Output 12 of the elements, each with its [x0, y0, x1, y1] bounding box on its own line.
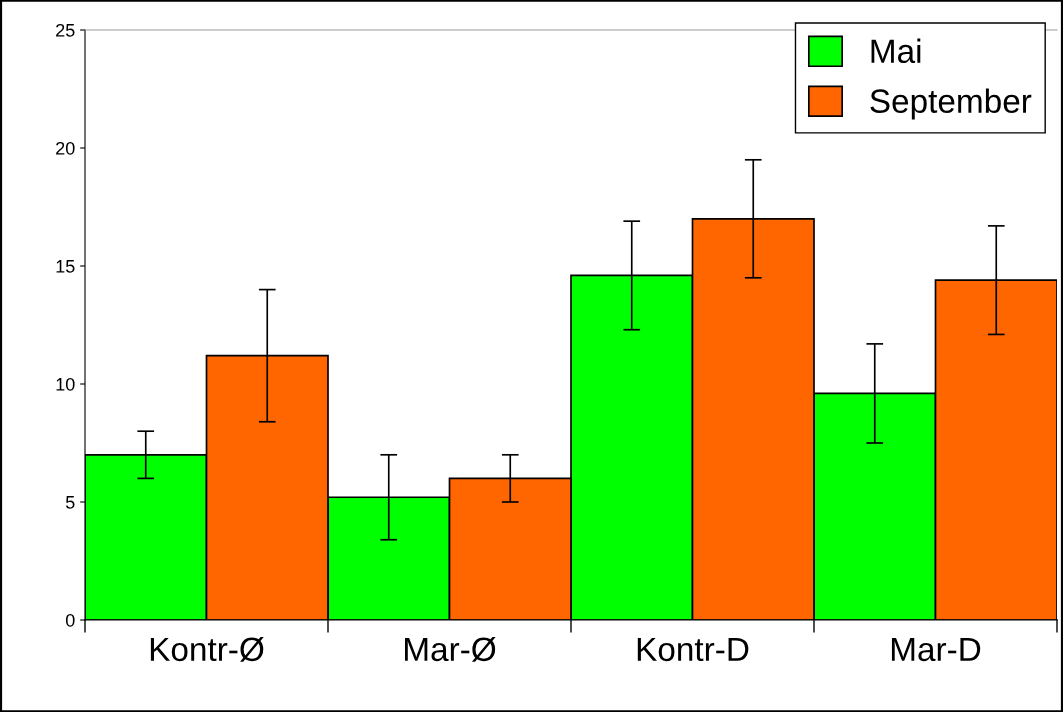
x-tick-label: Mar-D: [891, 637, 981, 662]
y-tick-label: 10: [56, 377, 75, 391]
y-tick-label: 5: [65, 496, 75, 509]
y-tick-label: 20: [56, 141, 75, 155]
x-tick-label: Kontr-D: [637, 637, 749, 662]
y-tick-label: 25: [56, 23, 75, 37]
x-tick-label: Mar-Ø: [405, 636, 496, 662]
legend-label: September: [870, 88, 1032, 120]
x-tick-label: Kontr-Ø: [150, 636, 264, 662]
y-tick-label: 15: [56, 260, 75, 273]
legend-label: Mai: [871, 38, 921, 64]
y-tick-label: 0: [65, 613, 75, 627]
